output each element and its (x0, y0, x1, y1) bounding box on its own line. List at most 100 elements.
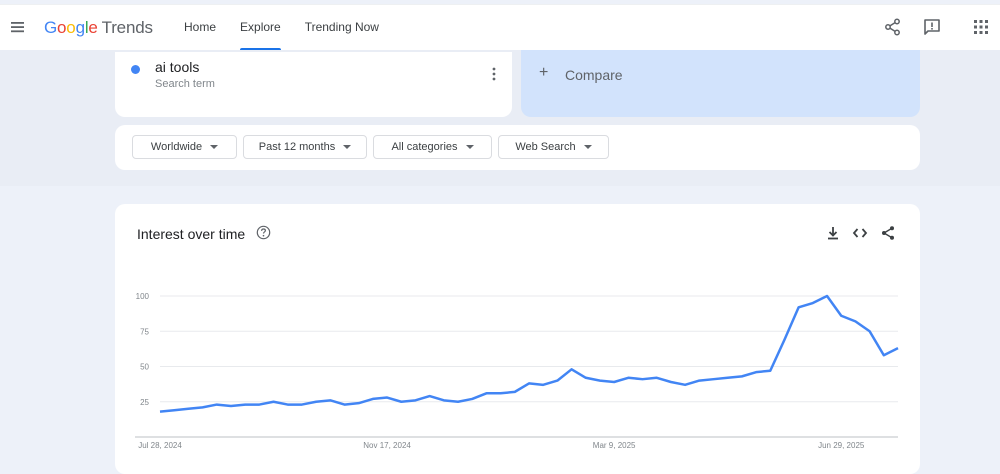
x-tick-label: Jul 28, 2024 (138, 441, 182, 450)
data-point[interactable] (780, 336, 788, 344)
data-point[interactable] (681, 381, 689, 389)
data-point[interactable] (383, 394, 391, 402)
data-point[interactable] (539, 381, 547, 389)
interest-over-time-chart: 25 50 75 100 Jul 28, 2024 Nov 17, 2024 Mar 9, … (135, 292, 902, 450)
y-tick-label: 25 (140, 398, 149, 407)
data-point[interactable] (738, 372, 746, 380)
data-point[interactable] (255, 401, 263, 409)
search-property-filter[interactable]: Web Search (498, 135, 609, 159)
y-tick-label: 100 (136, 292, 150, 301)
data-point[interactable] (880, 351, 888, 359)
data-point[interactable] (184, 405, 192, 413)
data-point[interactable] (241, 401, 249, 409)
data-point[interactable] (766, 367, 774, 375)
data-point[interactable] (695, 377, 703, 385)
compare-label: Compare (565, 67, 623, 83)
data-point[interactable] (851, 317, 859, 325)
data-point[interactable] (199, 403, 207, 411)
more-options-icon[interactable] (489, 66, 499, 82)
data-point[interactable] (454, 398, 462, 406)
data-point[interactable] (596, 377, 604, 385)
plus-icon: + (539, 64, 549, 81)
category-filter-label: All categories (391, 141, 458, 153)
data-point[interactable] (866, 327, 874, 335)
data-point[interactable] (568, 365, 576, 373)
region-filter-label: Worldwide (150, 141, 203, 153)
region-filter[interactable]: Worldwide (132, 135, 237, 159)
filters-bar: Worldwide Past 12 months All categories … (115, 125, 920, 170)
data-point[interactable] (170, 406, 178, 414)
data-point[interactable] (525, 379, 533, 387)
data-point[interactable] (468, 395, 476, 403)
y-tick-label: 50 (140, 363, 149, 372)
search-term-card[interactable]: ai tools Search term (115, 52, 512, 117)
menu-icon[interactable] (9, 18, 27, 36)
data-point[interactable] (355, 399, 363, 407)
period-filter[interactable]: Past 12 months (243, 135, 367, 159)
compare-button[interactable]: + Compare (521, 50, 920, 117)
data-point[interactable] (312, 398, 320, 406)
data-point[interactable] (582, 374, 590, 382)
data-point[interactable] (341, 401, 349, 409)
logo-trends-text: Trends (101, 18, 153, 37)
series-line[interactable] (159, 294, 899, 413)
data-point[interactable] (497, 389, 505, 397)
data-point[interactable] (326, 396, 334, 404)
search-term-type: Search term (155, 78, 215, 90)
data-point[interactable] (894, 344, 902, 352)
data-point[interactable] (482, 389, 490, 397)
data-point[interactable] (837, 312, 845, 320)
data-point[interactable] (411, 396, 419, 404)
search-property-label: Web Search (515, 141, 576, 153)
dropdown-arrow-icon (210, 145, 219, 149)
data-point[interactable] (752, 368, 760, 376)
data-point[interactable] (426, 392, 434, 400)
data-point[interactable] (724, 374, 732, 382)
chart-title: Interest over time (137, 226, 246, 242)
data-point[interactable] (610, 378, 618, 386)
google-trends-logo[interactable]: Google Trends (44, 18, 153, 37)
y-tick-label: 75 (140, 327, 149, 336)
download-icon[interactable] (825, 225, 841, 241)
x-tick-label: Jun 29, 2025 (818, 441, 865, 450)
nav-trending-now[interactable]: Trending Now (304, 20, 379, 34)
data-point[interactable] (284, 401, 292, 409)
data-point[interactable] (653, 374, 661, 382)
data-point[interactable] (213, 401, 221, 409)
main-nav: Home Explore Trending Now (172, 5, 391, 51)
apps-grid-icon[interactable] (971, 17, 991, 37)
data-point[interactable] (511, 388, 519, 396)
help-icon[interactable] (256, 225, 271, 240)
data-point[interactable] (639, 375, 647, 383)
data-point[interactable] (227, 402, 235, 410)
search-term-name[interactable]: ai tools (155, 59, 200, 75)
data-point[interactable] (298, 401, 306, 409)
data-point[interactable] (369, 395, 377, 403)
category-filter[interactable]: All categories (373, 135, 492, 159)
nav-explore[interactable]: Explore (228, 5, 293, 51)
top-app-bar: Google Trends Home Explore Trending Now (0, 4, 1000, 51)
data-point[interactable] (397, 398, 405, 406)
nav-home[interactable]: Home (184, 20, 217, 34)
embed-icon[interactable] (852, 225, 868, 241)
data-point[interactable] (553, 377, 561, 385)
data-point[interactable] (809, 299, 817, 307)
data-point[interactable] (270, 398, 278, 406)
period-filter-label: Past 12 months (258, 141, 336, 153)
share-icon[interactable] (880, 225, 896, 241)
data-point[interactable] (667, 378, 675, 386)
dropdown-arrow-icon (583, 145, 592, 149)
data-point[interactable] (440, 396, 448, 404)
dropdown-arrow-icon (465, 145, 474, 149)
data-point[interactable] (156, 408, 164, 416)
data-point[interactable] (710, 375, 718, 383)
data-point[interactable] (624, 374, 632, 382)
share-icon[interactable] (883, 17, 903, 37)
feedback-icon[interactable] (922, 17, 942, 37)
dropdown-arrow-icon (343, 145, 352, 149)
data-point[interactable] (795, 303, 803, 311)
x-tick-label: Nov 17, 2024 (363, 441, 411, 450)
x-tick-label: Mar 9, 2025 (593, 441, 636, 450)
term-color-dot (131, 65, 140, 74)
data-point[interactable] (823, 292, 831, 300)
